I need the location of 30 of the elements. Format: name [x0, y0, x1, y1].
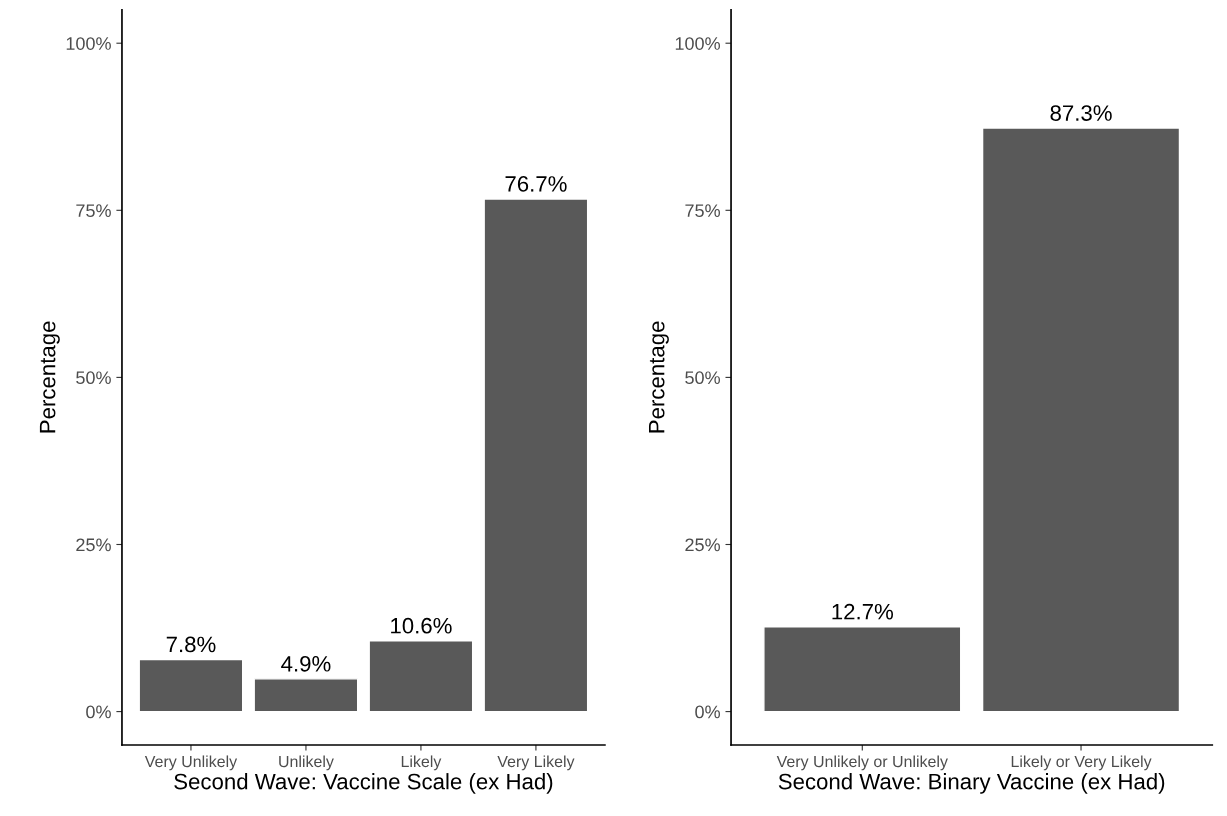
x-tick-label: Very Unlikely: [144, 755, 238, 771]
y-tick-label: 100%: [66, 37, 111, 50]
x-tick-label: Very Unlikely or Unlikely: [776, 755, 948, 771]
y-tick-label: 25%: [76, 538, 111, 552]
data-label: 76.7%: [505, 176, 567, 192]
bar: [483, 198, 589, 713]
bar: [253, 678, 359, 713]
bar: [368, 640, 474, 713]
y-tick-label: 75%: [76, 204, 111, 218]
data-label: 10.6%: [391, 617, 452, 634]
y-tick-label: 25%: [685, 538, 720, 552]
x-tick-label: Unlikely: [279, 755, 334, 771]
x-axis-title: Second Wave: Vaccine Scale (ex Had): [174, 773, 553, 794]
data-label: 4.9%: [281, 655, 331, 672]
y-tick-label: 100%: [675, 37, 720, 50]
data-label: 12.7%: [832, 603, 894, 620]
y-axis-title: Percentage: [39, 321, 60, 433]
data-label: 7.8%: [166, 636, 216, 653]
y-axis-title: Percentage: [649, 321, 669, 433]
y-tick-label: 0%: [695, 705, 720, 719]
x-axis-title: Second Wave: Binary Vaccine (ex Had): [778, 773, 1165, 794]
x-tick-label: Likely or Very Likely: [1011, 755, 1152, 771]
y-tick-label: 0%: [86, 705, 111, 719]
y-tick-label: 75%: [685, 204, 720, 218]
x-tick-label: Likely: [401, 755, 442, 771]
y-tick-label: 50%: [685, 371, 720, 385]
bar: [138, 658, 244, 713]
x-tick-label: Very Likely: [497, 755, 575, 771]
y-tick-label: 50%: [76, 371, 111, 385]
data-label: 87.3%: [1050, 105, 1112, 121]
